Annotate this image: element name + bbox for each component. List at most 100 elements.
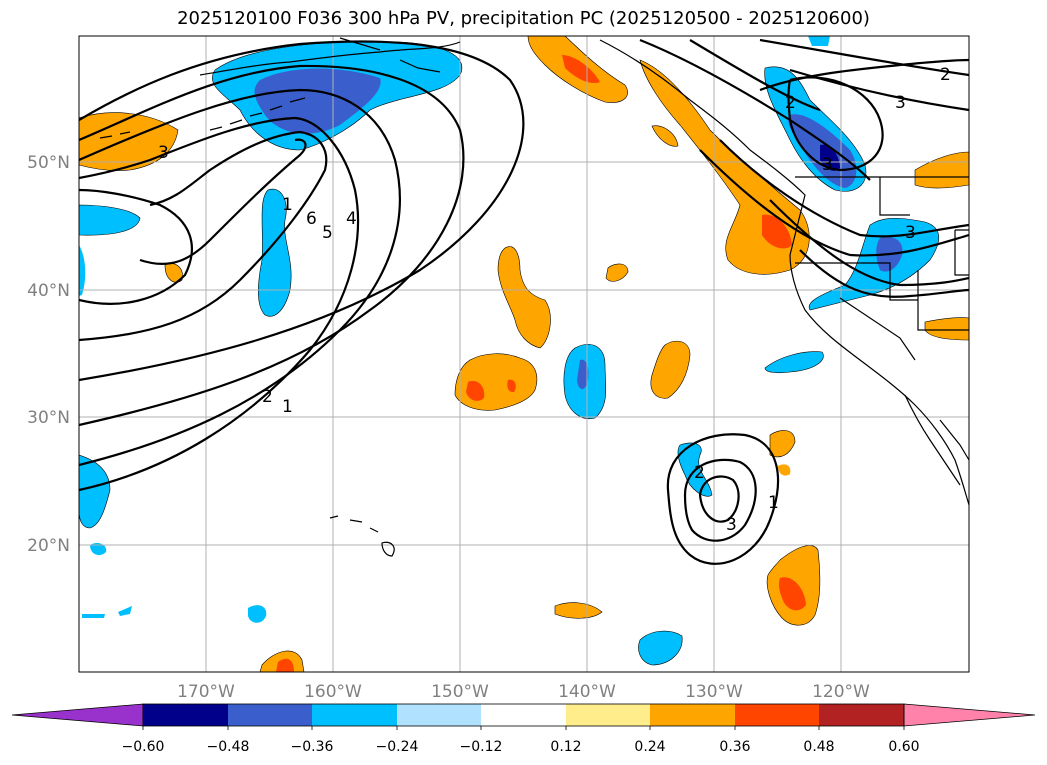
pv-contour-6-west (139, 138, 307, 265)
pos-area-low-right-3-core (778, 577, 806, 611)
contour-label: 2 (940, 65, 951, 85)
pv-low-outer (666, 433, 780, 565)
colorbar-frame (142, 703, 905, 727)
pos-area-northwest (79, 112, 179, 171)
pv-low-inner (698, 475, 740, 523)
pv-low-mid (683, 458, 757, 542)
pos-area-bottom-left-core (276, 658, 294, 672)
colorbar-extend-min (11, 703, 144, 727)
contour-label: 4 (346, 209, 357, 229)
colorbar-segment (397, 704, 481, 726)
contour-label: 3 (905, 223, 916, 243)
colorbar-segment (650, 704, 735, 726)
neg-area-center-core (577, 359, 589, 389)
contour-label: 3 (158, 143, 169, 163)
colorbar-label: 0.60 (888, 739, 919, 755)
contour-label: 3 (822, 155, 833, 175)
colorbar-segment (819, 704, 904, 726)
hawaii (329, 515, 395, 557)
pv-contour-7-ne (699, 149, 969, 257)
alaska-coast (199, 41, 461, 76)
lon-label: 170°W (177, 682, 235, 702)
baja (904, 394, 961, 486)
pos-area-mid-1 (497, 246, 551, 349)
pos-area-east-2 (924, 317, 969, 341)
neg-area-bc-core (820, 144, 840, 171)
neg-area-southwest (79, 454, 111, 529)
aleutians (99, 97, 306, 139)
colorbar-segment (228, 704, 312, 726)
pv-contour-3-west (79, 88, 401, 467)
neg-area-offshore (764, 351, 824, 374)
state-border-4 (879, 177, 910, 216)
colorbar-segment (566, 704, 650, 726)
colorbar-segment (481, 704, 566, 726)
contour-label: 2 (262, 387, 273, 407)
lon-label: 160°W (304, 682, 362, 702)
lat-label: 40°N (27, 281, 70, 301)
pv-contour-7-west (79, 188, 193, 305)
longitude-labels: 170°W 160°W 150°W 140°W 130°W 120°W (177, 682, 870, 702)
state-border-2 (917, 270, 969, 331)
contour-label: 1 (282, 195, 293, 215)
pv-contour-2-west (79, 64, 465, 427)
colorbar-labels: −0.60 −0.48 −0.36 −0.24 −0.12 0.12 0.24 … (122, 739, 920, 755)
neg-area-small-4 (248, 605, 267, 623)
colorbar-label: −0.24 (376, 739, 419, 755)
pos-area-east-1 (914, 151, 969, 189)
pos-area-bottom-small (554, 602, 603, 619)
positive-precip-areas (79, 36, 969, 672)
gulf-california (939, 419, 969, 461)
pv-contour-8-ne (769, 199, 969, 287)
colorbar-label: −0.12 (460, 739, 503, 755)
pv-contour-4-west (79, 116, 360, 492)
colorbar-segment (312, 704, 397, 726)
pos-area-mid-2 (605, 263, 629, 282)
neg-area-small-2 (82, 614, 105, 618)
colorbar-label: 0.48 (803, 739, 834, 755)
neg-area-small-3 (118, 606, 132, 616)
pos-area-low-right-1 (769, 430, 796, 458)
pv-contour-loop-ne (787, 76, 884, 172)
neg-area-central-band (257, 188, 292, 317)
neg-area-small-1 (90, 542, 107, 556)
pos-area-low-right-2 (778, 464, 791, 476)
pv-contour-6-ne (719, 139, 969, 238)
map-area: 3 1 6 5 4 2 1 2 3 2 3 3 1 2 3 (79, 36, 969, 672)
neg-area-top-small (808, 36, 830, 46)
lon-label: 130°W (685, 682, 743, 702)
pos-area-mid-3 (454, 353, 538, 411)
state-border-5 (954, 229, 969, 276)
contour-label: 2 (785, 93, 796, 113)
colorbar (11, 703, 1036, 730)
state-border-3 (839, 297, 916, 361)
pos-area-coast-core (762, 214, 792, 249)
colorbar-extend-max (903, 703, 1036, 727)
graticule (79, 36, 969, 672)
alaska-islands (339, 37, 441, 73)
pv-contour-1-ne (639, 38, 871, 181)
colorbar-label: 0.36 (719, 739, 750, 755)
pv-contours (79, 38, 969, 565)
colorbar-label: −0.36 (291, 739, 334, 755)
contour-label: 5 (322, 223, 333, 243)
contour-label: 1 (768, 493, 779, 513)
colorbar-label: −0.48 (207, 739, 250, 755)
map-frame (78, 35, 970, 673)
us-west-coast (789, 254, 969, 506)
contour-label: 1 (282, 397, 293, 417)
contour-label: 2 (694, 463, 705, 483)
lon-label: 150°W (431, 682, 489, 702)
contour-labels: 3 1 6 5 4 2 1 2 3 2 3 3 1 2 3 (158, 65, 951, 535)
pv-contour-3-ne (759, 38, 969, 77)
pv-contour-9-ne (799, 249, 969, 298)
lat-label: 50°N (27, 153, 70, 173)
pos-area-nw-small (651, 125, 679, 147)
contour-label: 3 (726, 515, 737, 535)
pv-contour-2-ne (689, 39, 821, 112)
pos-area-mid-4 (650, 340, 691, 399)
colorbar-label: 0.12 (550, 739, 581, 755)
neg-area-west-edge-2 (79, 245, 86, 296)
contour-label: 6 (306, 209, 317, 229)
pos-area-nw-band-core (562, 55, 600, 84)
